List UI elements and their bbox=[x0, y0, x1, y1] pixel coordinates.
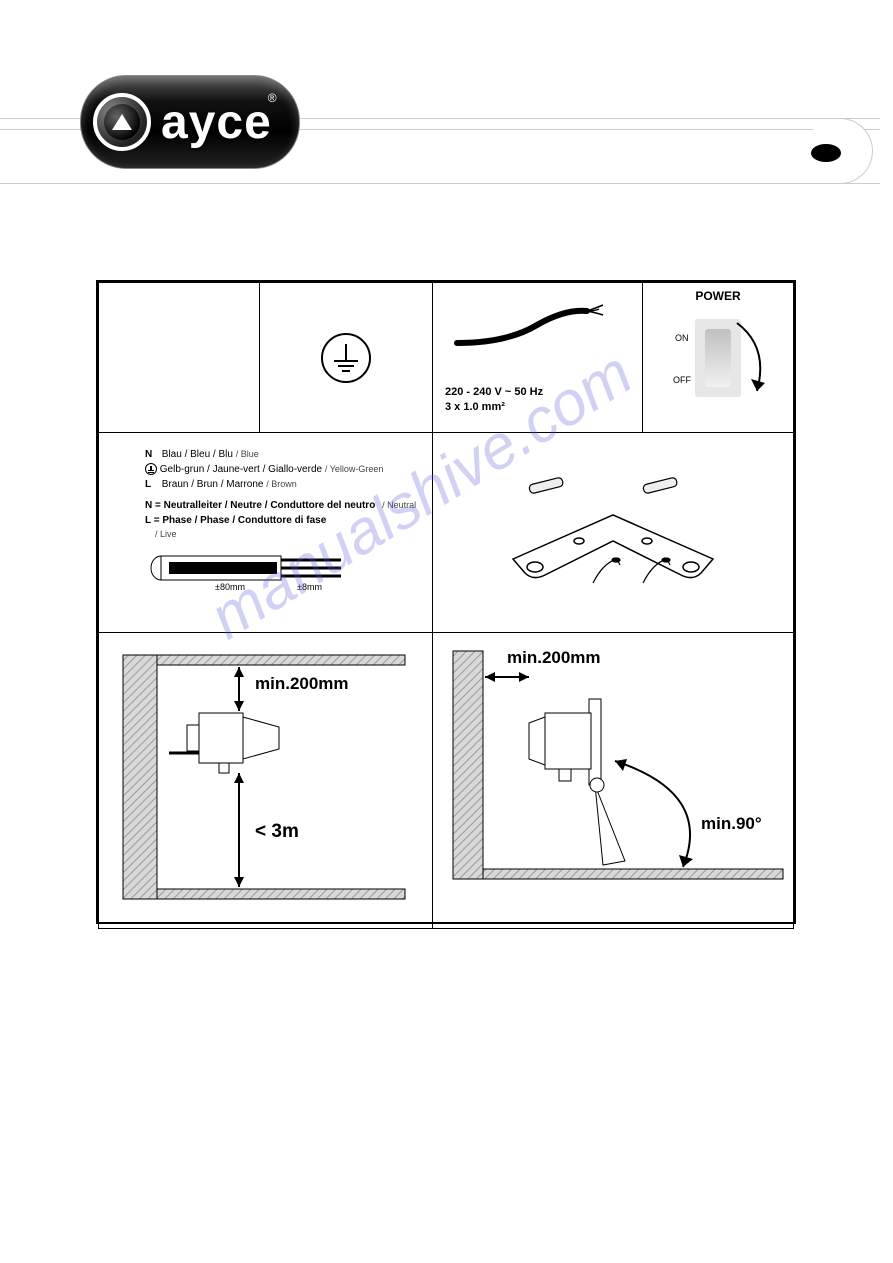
power-title: POWER bbox=[643, 289, 793, 303]
floor-clearance-label: min.200mm bbox=[507, 648, 601, 667]
wire-l-def-en: / Live bbox=[155, 528, 420, 542]
wire-n-colors: Blau / Bleu / Blu bbox=[162, 449, 233, 460]
wire-l-label: L bbox=[145, 477, 159, 492]
cell-wiring-legend: N Blau / Bleu / Blu / Blue Gelb-grun / J… bbox=[99, 433, 433, 633]
wire-n-def-en: / Neutral bbox=[382, 500, 416, 510]
cell-blank bbox=[99, 283, 260, 433]
brand-name: ayce bbox=[161, 95, 272, 150]
wire-l-colors: Braun / Brun / Marrone bbox=[162, 479, 264, 490]
mount-floor-icon: min.200mm min.90° bbox=[433, 633, 793, 923]
mount-wall-icon: min.200mm < 3m bbox=[99, 633, 429, 923]
cable-voltage: 220 - 240 V ~ 50 Hz bbox=[445, 385, 543, 399]
floor-angle-label: min.90° bbox=[701, 814, 762, 833]
cable-icon bbox=[447, 301, 617, 361]
wire-n-colors-en: / Blue bbox=[236, 449, 259, 459]
cell-ground-symbol bbox=[260, 283, 433, 433]
strip-outer-text: ±80mm bbox=[215, 582, 245, 592]
wire-n-def: N = Neutralleiter / Neutre / Conduttore … bbox=[145, 500, 375, 511]
ground-icon bbox=[321, 333, 371, 383]
cell-mount-floor: min.200mm min.90° bbox=[432, 633, 793, 929]
bracket-icon bbox=[483, 463, 743, 623]
cable-strip-icon: ±80mm ±8mm bbox=[145, 546, 355, 592]
wire-g-colors-en: / Yellow-Green bbox=[325, 464, 384, 474]
cell-bracket bbox=[432, 433, 793, 633]
brand-registered: ® bbox=[268, 91, 277, 105]
wire-g-colors: Gelb-grun / Jaune-vert / Giallo-verde bbox=[160, 464, 322, 475]
cell-power-switch: POWER ON OFF bbox=[643, 283, 794, 433]
wire-l-colors-en: / Brown bbox=[266, 479, 297, 489]
brand-logo: ayce ® bbox=[80, 75, 300, 169]
switch-off-label: OFF bbox=[673, 375, 691, 385]
strip-inner-text: ±8mm bbox=[297, 582, 322, 592]
logo-ring-icon bbox=[93, 93, 151, 151]
wire-l-def: L = Phase / Phase / Conduttore di fase bbox=[145, 515, 326, 526]
cable-wire-gauge: 3 x 1.0 mm² bbox=[445, 400, 543, 414]
instruction-diagram: 220 - 240 V ~ 50 Hz 3 x 1.0 mm² POWER ON… bbox=[96, 280, 796, 924]
ground-mark-icon bbox=[145, 463, 157, 475]
wall-clearance-label: min.200mm bbox=[255, 674, 349, 693]
wall-height-label: < 3m bbox=[255, 821, 299, 842]
page-marker-icon bbox=[811, 144, 841, 162]
logo-inner-icon bbox=[104, 104, 140, 140]
cell-mount-wall: min.200mm < 3m bbox=[99, 633, 433, 929]
wire-n-label: N bbox=[145, 447, 159, 462]
cell-cable-spec: 220 - 240 V ~ 50 Hz 3 x 1.0 mm² bbox=[432, 283, 642, 433]
power-arrow-icon bbox=[727, 317, 777, 407]
logo-caret-icon bbox=[112, 114, 132, 130]
switch-on-label: ON bbox=[675, 333, 689, 343]
